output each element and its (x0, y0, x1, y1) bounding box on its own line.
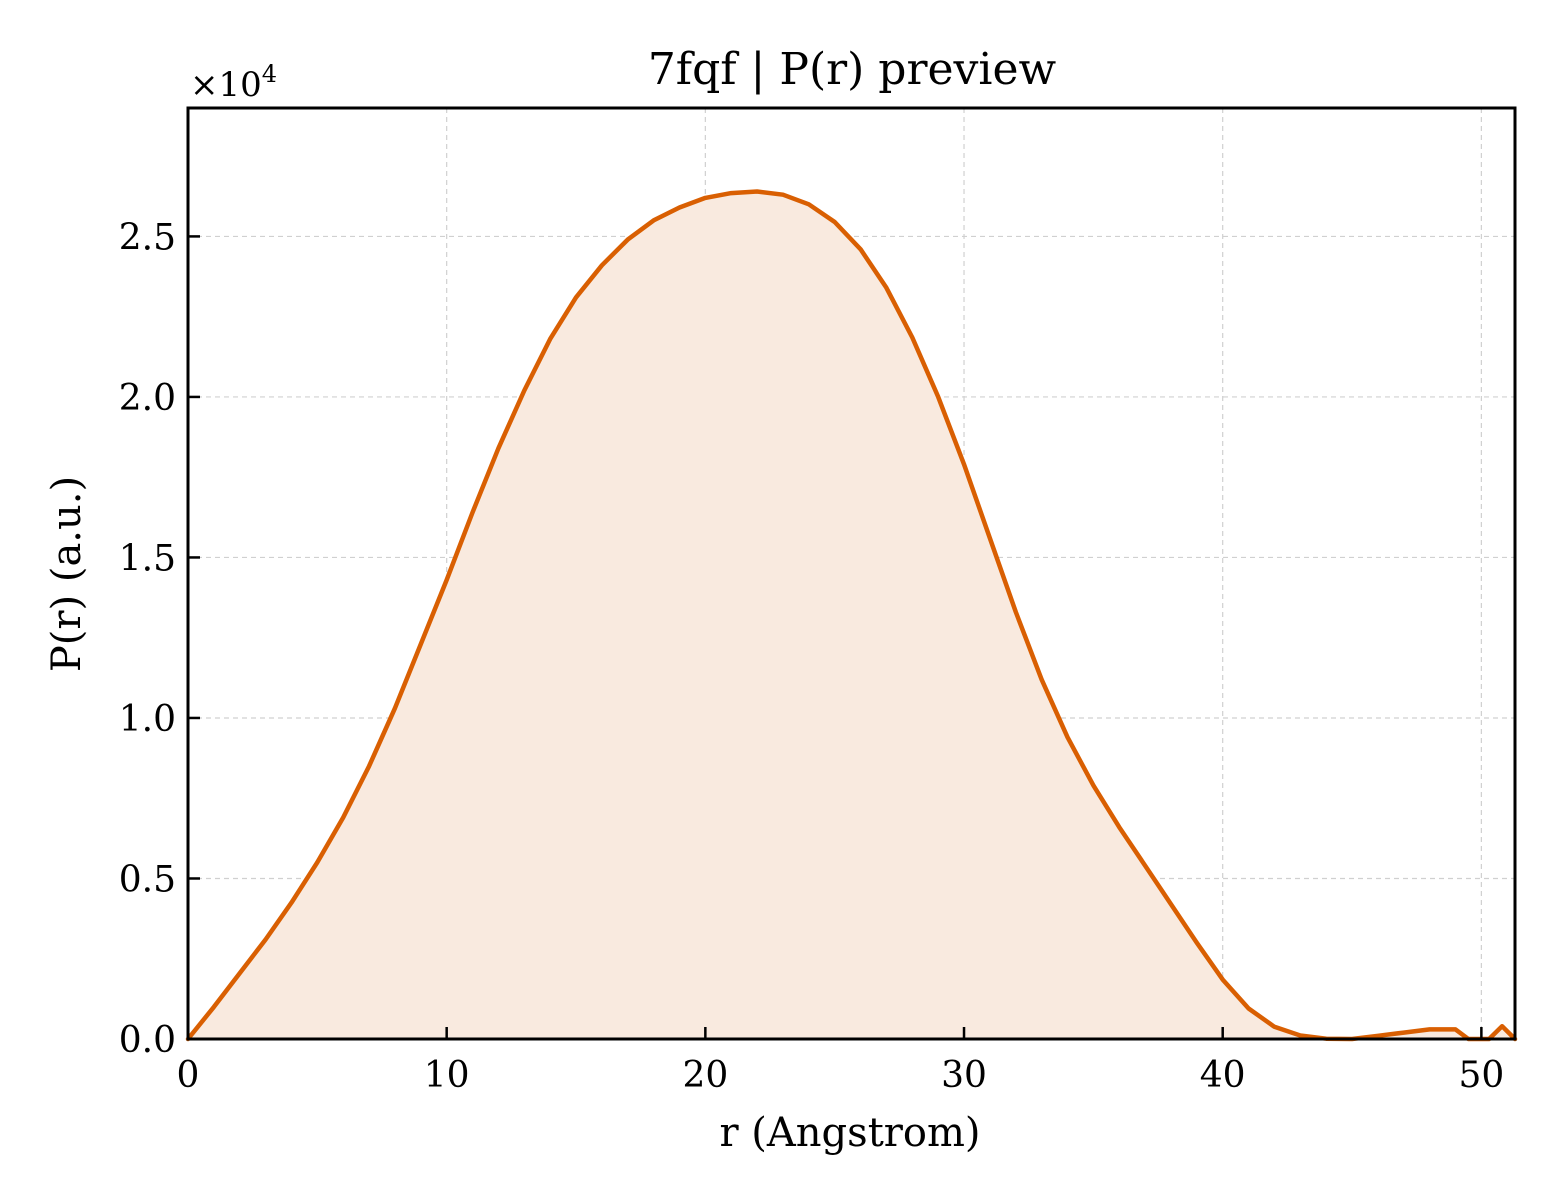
ticks-layer: 0 10 20 30 40 50 0.0 0.5 1.0 1.5 2.0 2.5 (119, 217, 1505, 1096)
y-multiplier-exp: 4 (262, 60, 277, 88)
chart-title: 7fqf | P(r) preview (648, 44, 1057, 95)
y-tick-label: 2.5 (119, 217, 176, 258)
x-tick-label: 50 (1458, 1055, 1504, 1096)
x-tick-label: 30 (941, 1055, 987, 1096)
y-multiplier: ×104 (190, 60, 277, 105)
y-tick-label: 1.0 (119, 699, 176, 740)
x-tick-label: 10 (424, 1055, 470, 1096)
y-multiplier-base: ×10 (190, 65, 262, 105)
area-fill (188, 191, 1515, 1039)
y-axis-label: P(r) (a.u.) (44, 476, 90, 672)
x-tick-label: 20 (682, 1055, 728, 1096)
y-tick-label: 0.0 (119, 1020, 176, 1061)
y-tick-label: 2.0 (119, 378, 176, 419)
plot-frame (186, 106, 1517, 1041)
y-tick-label: 1.5 (119, 538, 176, 579)
x-axis-label: r (Angstrom) (719, 1110, 980, 1156)
y-tick-label: 0.5 (119, 859, 176, 900)
x-tick-label: 40 (1200, 1055, 1246, 1096)
x-tick-label: 0 (177, 1055, 200, 1096)
